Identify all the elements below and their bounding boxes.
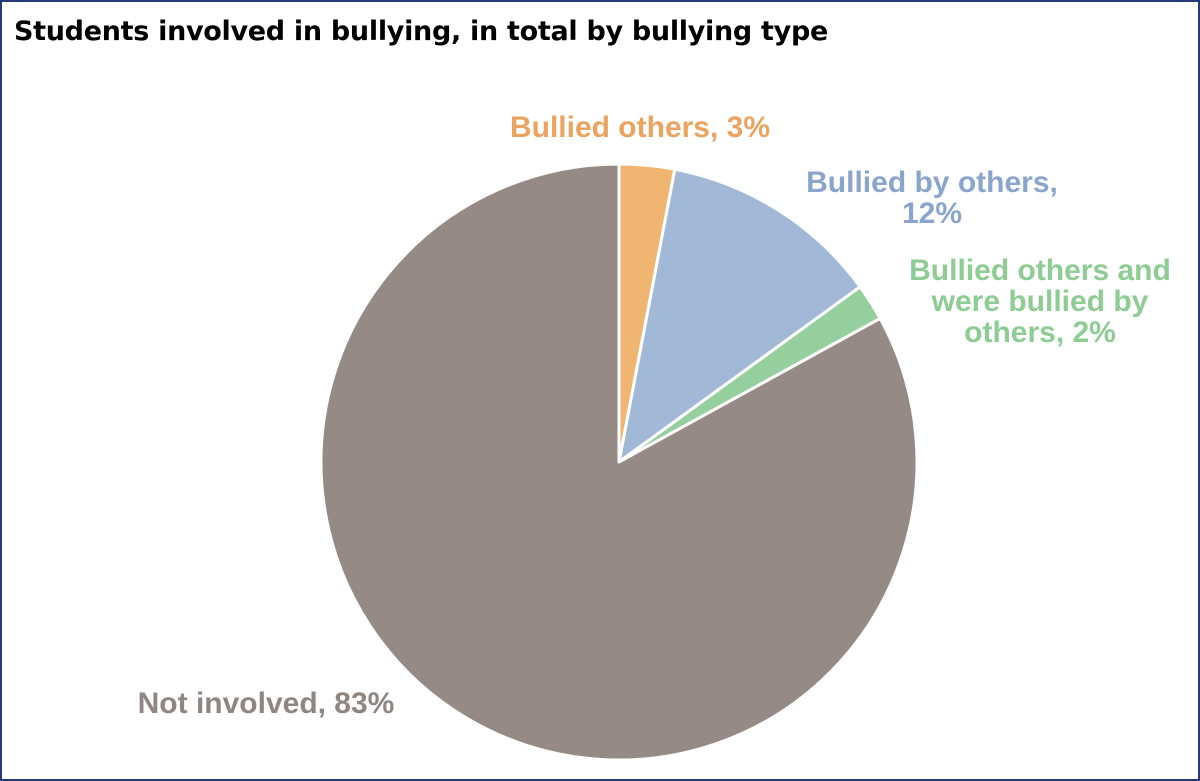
slice-label-bullied-others-and-were-bullied-by-others: Bullied others and were bullied by others,…	[909, 254, 1171, 349]
slice-label-bullied-others: Bullied others, 3%	[510, 111, 770, 144]
slice-label-not-involved: Not involved, 83%	[138, 687, 395, 720]
pie-slice-bullied-by-others	[617, 167, 862, 464]
slice-label-bullied-by-others: Bullied by others, 12%	[806, 166, 1058, 230]
slice-label-line: 12%	[902, 197, 962, 230]
slice-label-line: Bullied others, 3%	[510, 111, 770, 144]
slice-label-line: Bullied by others,	[806, 166, 1058, 199]
slice-label-line: were bullied by	[931, 285, 1149, 318]
slice-label-line: Bullied others and	[909, 254, 1171, 287]
pie-slices	[319, 162, 919, 762]
chart-title: Students involved in bullying, in total …	[14, 16, 828, 47]
pie-slice-not-involved	[319, 162, 919, 762]
pie-labels: Bullied others, 3%Bullied by others, 12%B…	[138, 111, 1171, 720]
slice-label-line: Not involved, 83%	[138, 687, 395, 720]
slice-label-line: others, 2%	[964, 316, 1116, 349]
